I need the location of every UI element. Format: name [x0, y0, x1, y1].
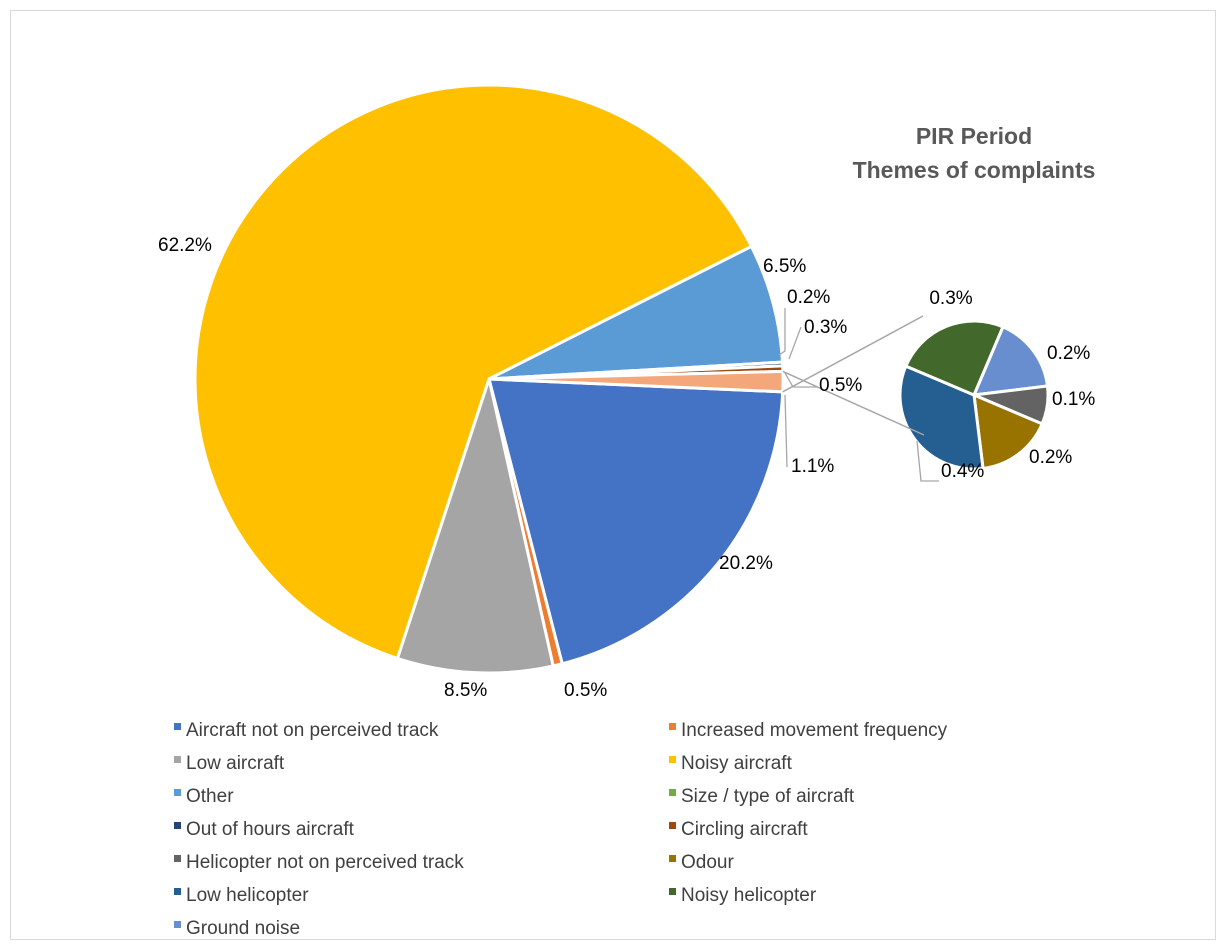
label-low-aircraft: 8.5%: [444, 680, 487, 701]
label-aircraft-not-on-perceived-track: 20.2%: [719, 553, 773, 574]
legend-label-increased-movement-frequency: Increased movement frequency: [681, 720, 948, 741]
slice-low-helicopter: [898, 364, 985, 471]
pie-connector-lines: [782, 315, 925, 436]
slice-low-aircraft: [395, 377, 555, 675]
leader-circling-aircraft: [788, 326, 802, 360]
label-main-extra: 0.5%: [819, 375, 862, 396]
legend-label-odour: Odour: [681, 852, 734, 873]
label-increased-movement-frequency: 0.5%: [564, 680, 607, 701]
legend-item-circling-aircraft: Circling aircraft: [669, 819, 808, 840]
secondary-pie: [898, 319, 1050, 471]
legend-label-low-helicopter: Low helicopter: [186, 885, 309, 906]
legend-label-out-of-hours-aircraft: Out of hours aircraft: [186, 819, 355, 840]
legend-swatch-other: [174, 789, 181, 796]
legend-item-out-of-hours-aircraft: Out of hours aircraft: [174, 819, 355, 840]
connector-line-top: [782, 315, 924, 393]
legend-item-low-aircraft: Low aircraft: [174, 753, 285, 774]
chart-title-line-2: Themes of complaints: [853, 157, 1096, 183]
label-circling-aircraft: 0.3%: [804, 317, 847, 338]
leader-low-helicopter: [916, 440, 939, 482]
legend-item-helicopter-not-on-perceived-track: Helicopter not on perceived track: [174, 852, 464, 873]
legend-item-other: Other: [174, 786, 234, 807]
chart-title-line-1: PIR Period: [916, 123, 1032, 149]
leader-out-of-hours-aircraft: [778, 308, 786, 356]
slice-other: [487, 244, 785, 381]
slice-aircraft-not-on-perceived-track: [487, 377, 785, 666]
legend-swatch-low-helicopter: [174, 888, 181, 895]
legend-item-low-helicopter: Low helicopter: [174, 885, 309, 906]
slice-noisy-aircraft: [193, 83, 753, 660]
legend-label-low-aircraft: Low aircraft: [186, 753, 285, 774]
legend-swatch-circling-aircraft: [669, 822, 676, 829]
legend-label-noisy-helicopter: Noisy helicopter: [681, 885, 817, 906]
legend-label-size-type-of-aircraft: Size / type of aircraft: [681, 786, 855, 807]
legend-item-ground-noise: Ground noise: [174, 918, 300, 939]
legend-item-size-type-of-aircraft: Size / type of aircraft: [669, 786, 855, 807]
slice-noisy-helicopter: [904, 319, 1005, 397]
label-ground-noise: 0.2%: [1047, 343, 1090, 364]
legend-swatch-increased-movement-frequency: [669, 723, 676, 730]
legend-swatch-helicopter-not-on-perceived-track: [174, 855, 181, 862]
legend-label-aircraft-not-on-perceived-track: Aircraft not on perceived track: [186, 720, 439, 741]
legend-swatch-odour: [669, 855, 676, 862]
legend-swatch-noisy-aircraft: [669, 756, 676, 763]
legend-swatch-low-aircraft: [174, 756, 181, 763]
pie-chart: 62.2% 6.5% 0.2% 0.3% 0.5% 1.1% 20.2% 8.5% 0.5% 0.…: [158, 83, 1096, 939]
label-other-group: 1.1%: [791, 456, 834, 477]
slice-odour: [972, 393, 1044, 470]
label-noisy-helicopter: 0.3%: [929, 288, 972, 309]
legend-label-helicopter-not-on-perceived-track: Helicopter not on perceived track: [186, 852, 464, 873]
legend-item-increased-movement-frequency: Increased movement frequency: [669, 720, 948, 741]
label-low-helicopter: 0.4%: [941, 461, 984, 482]
legend-swatch-ground-noise: [174, 921, 181, 928]
legend-swatch-noisy-helicopter: [669, 888, 676, 895]
legend-label-other: Other: [186, 786, 234, 807]
data-labels: 62.2% 6.5% 0.2% 0.3% 0.5% 1.1% 20.2% 8.5% 0.5% 0.…: [158, 235, 1095, 701]
label-odour: 0.2%: [1029, 447, 1072, 468]
legend-label-noisy-aircraft: Noisy aircraft: [681, 753, 793, 774]
leader-other-group: [784, 394, 788, 468]
legend-item-noisy-aircraft: Noisy aircraft: [669, 753, 793, 774]
legend-label-circling-aircraft: Circling aircraft: [681, 819, 808, 840]
label-other: 6.5%: [763, 256, 806, 277]
chart-frame: 62.2% 6.5% 0.2% 0.3% 0.5% 1.1% 20.2% 8.5% 0.5% 0.…: [10, 10, 1216, 940]
connector-line-bottom: [782, 370, 925, 436]
label-noisy-aircraft: 62.2%: [158, 235, 212, 256]
legend-item-odour: Odour: [669, 852, 734, 873]
leader-main-extra: [784, 372, 817, 388]
legend-label-ground-noise: Ground noise: [186, 918, 300, 939]
label-helicopter-not-on-perceived-track: 0.1%: [1052, 389, 1095, 410]
legend-swatch-out-of-hours-aircraft: [174, 822, 181, 829]
legend-swatch-size-type-of-aircraft: [669, 789, 676, 796]
legend: Aircraft not on perceived track Increased…: [174, 720, 948, 939]
legend-item-noisy-helicopter: Noisy helicopter: [669, 885, 817, 906]
legend-item-aircraft-not-on-perceived-track: Aircraft not on perceived track: [174, 720, 439, 741]
legend-swatch-aircraft-not-on-perceived-track: [174, 723, 181, 730]
main-pie: [193, 83, 785, 675]
slice-ground-noise: [972, 325, 1049, 397]
label-out-of-hours-aircraft: 0.2%: [787, 287, 830, 308]
